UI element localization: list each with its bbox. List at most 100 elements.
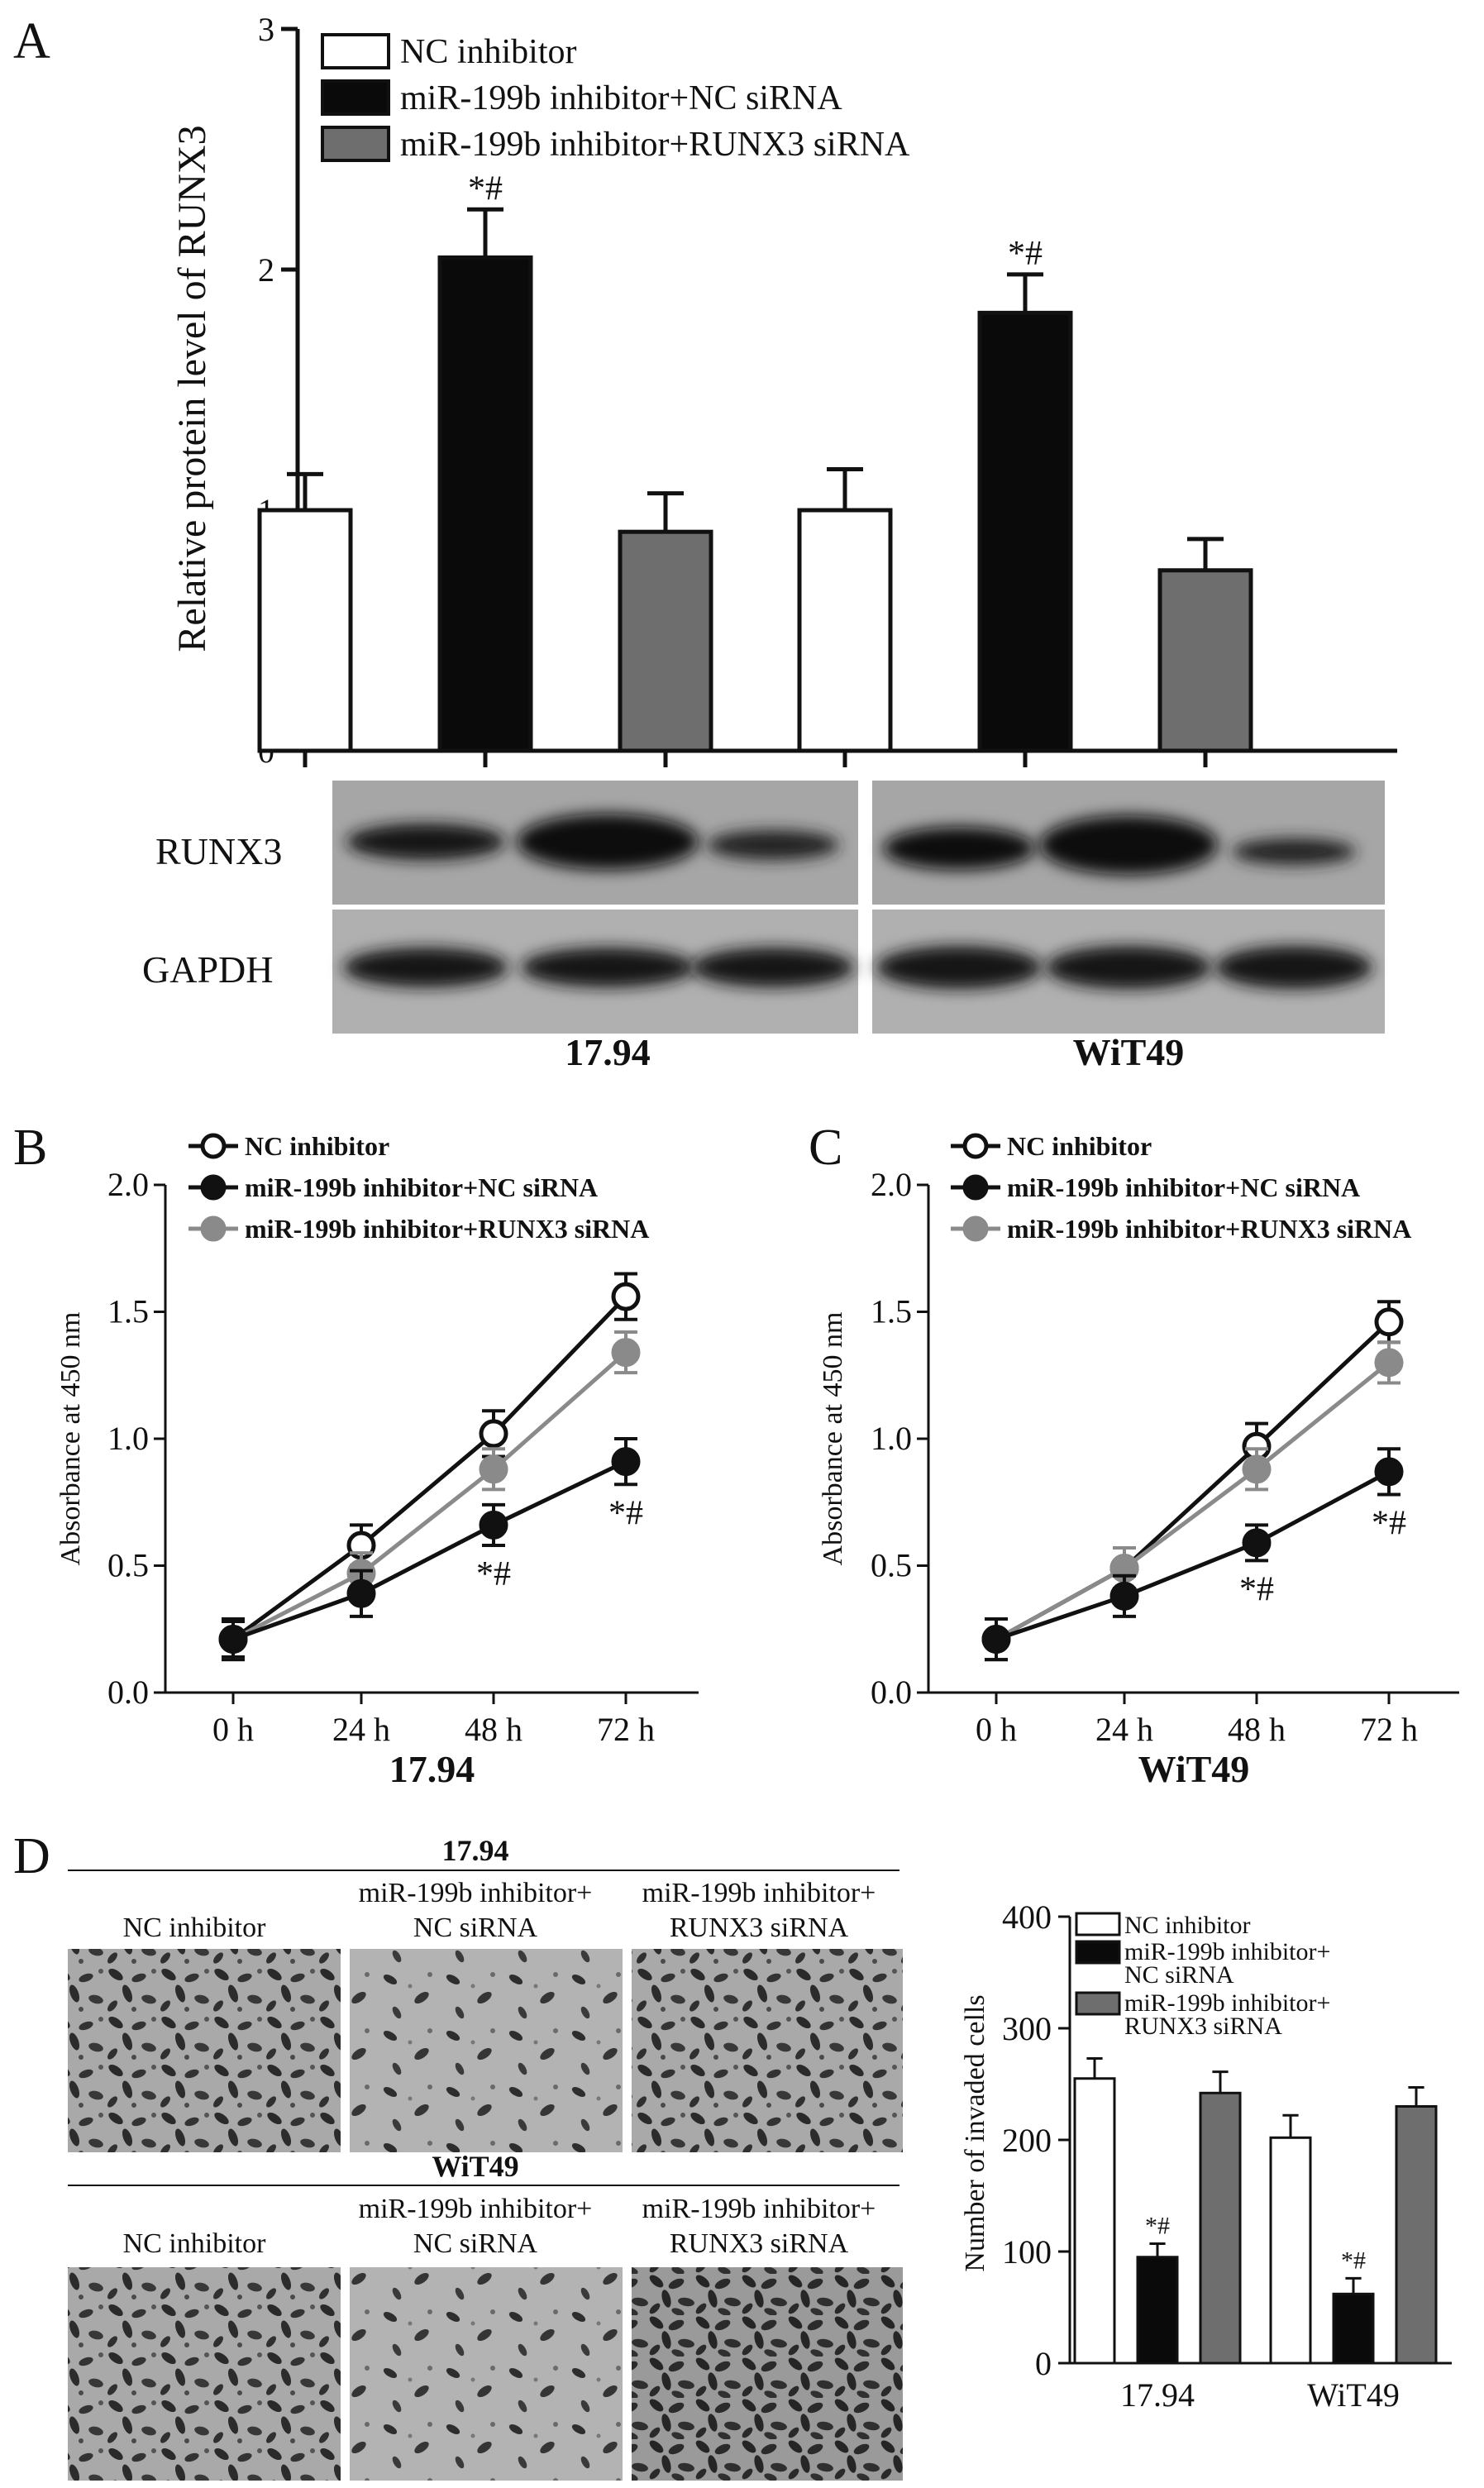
series-line	[995, 1360, 1391, 1641]
band-runx3-2	[517, 814, 699, 870]
data-point	[1374, 1348, 1404, 1378]
data-point	[611, 1447, 641, 1477]
bar	[618, 529, 713, 753]
bar	[1395, 2105, 1438, 2365]
invasion-header-17-94: 17.94	[442, 1834, 509, 1867]
legend-marker	[962, 1215, 989, 1242]
y-tick-label: 0.5	[871, 1547, 912, 1584]
x-tick-label: 48 h	[1228, 1711, 1286, 1748]
bar	[437, 255, 533, 753]
bar	[1073, 2077, 1116, 2365]
data-point	[1109, 1581, 1139, 1611]
band-gapdh-3	[692, 948, 854, 987]
panel-c-label: C	[809, 1120, 842, 1176]
invasion-image-17-94-mir-nc	[350, 1949, 623, 2152]
blot-panel-17-94	[332, 781, 858, 1034]
y-axis-title: Relative protein level of RUNX3	[170, 125, 214, 652]
invasion-images: 17.94 NC inhibitor miR-199b inhibitor+ N…	[68, 1834, 903, 2481]
invasion-label-mir-4a: miR-199b inhibitor+	[642, 2194, 876, 2224]
legend-label-mir-runx3: miR-199b inhibitor+RUNX3 siRNA	[400, 126, 910, 164]
significance-mark: *#	[468, 170, 503, 208]
x-tick-label: 48 h	[465, 1711, 523, 1748]
series-line	[231, 1295, 627, 1641]
bar	[1157, 568, 1253, 753]
band-gapdh-4	[876, 946, 1042, 989]
d-legend-swatch-mir-runx3	[1075, 1991, 1121, 2016]
panel-b-line-chart: 0.0 0.5 1.0 1.5 2.0 0 h 24 h 48 h 72 h 17.94 Absor…	[55, 1131, 699, 1790]
y-tick-label: 2.0	[107, 1166, 149, 1203]
western-blot: RUNX3 GAPDH 17.94 WiT49	[142, 781, 1385, 1073]
x-tick-label: 24 h	[1095, 1711, 1153, 1748]
y-axis-title: Absorbance at 450 nm	[55, 1312, 86, 1566]
band-runx3-5	[1039, 815, 1218, 875]
y-tick-label: 1.0	[107, 1420, 149, 1457]
panel-a-label: A	[13, 13, 50, 69]
x-tick-label: 72 h	[1360, 1711, 1418, 1748]
invasion-label-nc-1: NC inhibitor	[123, 1913, 267, 1943]
d-legend-label-mir-runx3-b: RUNX3 siRNA	[1124, 2013, 1282, 2040]
blot-label-gapdh: GAPDH	[142, 948, 273, 991]
legend-label: NC inhibitor	[245, 1131, 389, 1161]
bar	[257, 508, 353, 753]
d-legend-label-mir-runx3-a: miR-199b inhibitor+	[1124, 1989, 1330, 2017]
band-gapdh-6	[1215, 946, 1372, 989]
panel-b-label: B	[13, 1120, 47, 1176]
data-point	[611, 1282, 641, 1311]
y-tick-label: 100	[1002, 2233, 1052, 2271]
x-tick-label: 0 h	[212, 1711, 254, 1748]
legend-label: miR-199b inhibitor+RUNX3 siRNA	[245, 1214, 649, 1244]
x-category-label: 17.94	[1120, 2376, 1195, 2414]
legend-label: miR-199b inhibitor+NC siRNA	[245, 1172, 598, 1202]
legend-swatch-mir-nc	[321, 79, 390, 116]
series-line	[231, 1350, 627, 1641]
band-gapdh-5	[1046, 946, 1211, 989]
legend-marker	[962, 1133, 989, 1159]
panel-d-label: D	[13, 1828, 50, 1884]
y-tick-label: 0.5	[107, 1547, 149, 1584]
x-tick-label: 72 h	[597, 1711, 655, 1748]
bar	[977, 310, 1073, 753]
invasion-label-nc-2: NC inhibitor	[123, 2228, 267, 2259]
d-legend-swatch-nc	[1075, 1912, 1121, 1936]
bar	[1199, 2091, 1242, 2365]
y-tick-label: 2.0	[871, 1166, 912, 1203]
bar	[1269, 2136, 1312, 2365]
y-tick-label: 3	[258, 11, 274, 48]
data-point	[981, 1625, 1011, 1655]
y-tick-label: 0.0	[107, 1674, 149, 1711]
y-tick-label: 2	[258, 251, 274, 289]
significance-mark: *#	[608, 1494, 643, 1532]
series-line	[995, 1469, 1391, 1641]
invasion-image-wit49-mir-nc	[350, 2267, 623, 2481]
y-tick-label: 400	[1002, 1898, 1052, 1936]
band-runx3-3	[707, 830, 839, 860]
d-legend-label-mir-nc-b: NC siRNA	[1124, 1961, 1234, 1989]
significance-mark: *#	[1372, 1505, 1406, 1543]
significance-mark: *#	[1145, 2213, 1170, 2240]
legend-swatch-nc	[321, 33, 390, 69]
blot-label-runx3: RUNX3	[155, 830, 282, 872]
y-tick-label: 0	[1035, 2345, 1052, 2382]
y-tick-label: 0.0	[871, 1674, 912, 1711]
legend-marker	[200, 1215, 227, 1242]
x-axis-title: 17.94	[389, 1748, 475, 1790]
significance-mark: *#	[476, 1555, 511, 1593]
data-point	[479, 1510, 508, 1540]
legend-label-mir-nc: miR-199b inhibitor+NC siRNA	[400, 79, 842, 117]
legend-label-nc: NC inhibitor	[400, 33, 577, 71]
bar	[1332, 2292, 1375, 2365]
panel-c-line-chart: 0.0 0.5 1.0 1.5 2.0 0 h 24 h 48 h 72 h WiT49 Absor…	[818, 1131, 1459, 1790]
legend-marker	[200, 1174, 227, 1201]
x-tick-label: 24 h	[332, 1711, 390, 1748]
invasion-label-mir-2b: RUNX3 siRNA	[670, 1913, 849, 1943]
x-tick-label: 0 h	[976, 1711, 1017, 1748]
y-tick-label: 1.5	[107, 1293, 149, 1330]
y-tick-label: 200	[1002, 2122, 1052, 2159]
d-legend-label-nc: NC inhibitor	[1124, 1912, 1251, 1939]
data-point	[611, 1338, 641, 1368]
significance-mark: *#	[1341, 2247, 1366, 2274]
data-point	[1374, 1457, 1404, 1487]
invasion-label-mir-1a: miR-199b inhibitor+	[359, 1878, 593, 1908]
y-axis-title: Absorbance at 450 nm	[818, 1312, 848, 1566]
